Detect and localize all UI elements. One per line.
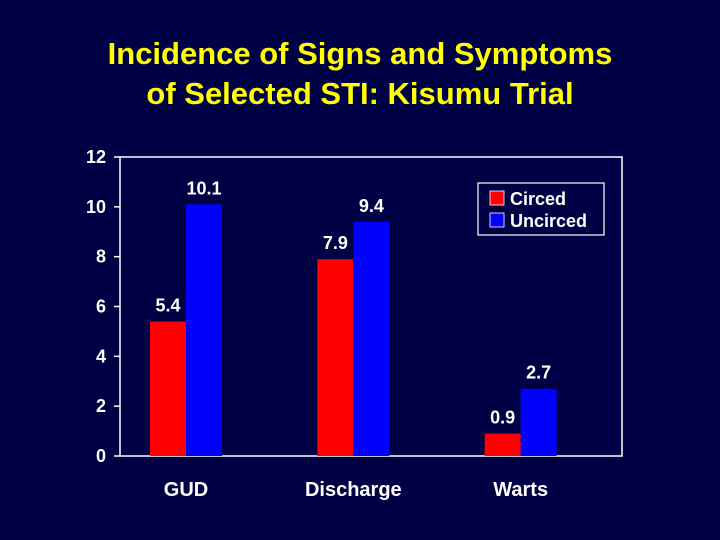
y-tick-label: 12 (86, 147, 106, 167)
x-category-label: Discharge (305, 479, 402, 501)
x-category-label: Warts (493, 479, 548, 501)
y-axis: 0 2 4 6 8 10 12 (86, 147, 120, 466)
legend-label-uncirced: Uncirced (510, 211, 587, 231)
legend-label-circed: Circed (510, 189, 566, 209)
bar-circed-warts (484, 433, 521, 456)
y-tick-label: 4 (96, 346, 106, 366)
y-tick-label: 8 (96, 247, 106, 267)
y-tick-label: 10 (86, 197, 106, 217)
bars: 5.4 10.1 7.9 9.4 0.9 2.7 (150, 178, 557, 456)
x-axis: GUD Discharge Warts (164, 479, 548, 501)
legend-swatch-uncirced (489, 212, 505, 228)
bar-circed-gud (150, 321, 186, 456)
title-line-2: of Selected STI: Kisumu Trial (146, 76, 574, 111)
y-tick-label: 2 (96, 396, 106, 416)
data-label: 0.9 (490, 408, 515, 428)
title-line-1: Incidence of Signs and Symptoms (107, 36, 613, 71)
bar-uncirced-warts (520, 388, 557, 456)
chart-title: Incidence of Signs and Symptoms of Selec… (0, 34, 720, 114)
legend-swatch-circed (489, 190, 505, 206)
data-label: 9.4 (359, 196, 384, 216)
legend-box (477, 182, 605, 236)
bar-uncirced-gud (186, 204, 222, 456)
bar-uncirced-discharge (353, 221, 390, 456)
data-label: 2.7 (526, 363, 551, 383)
data-label: 10.1 (186, 178, 221, 198)
data-label: 5.4 (155, 295, 180, 315)
bar-circed-discharge (317, 259, 354, 456)
y-tick-label: 6 (96, 297, 106, 317)
x-category-label: GUD (164, 479, 208, 501)
data-label: 7.9 (323, 233, 348, 253)
y-tick-label: 0 (96, 446, 106, 466)
